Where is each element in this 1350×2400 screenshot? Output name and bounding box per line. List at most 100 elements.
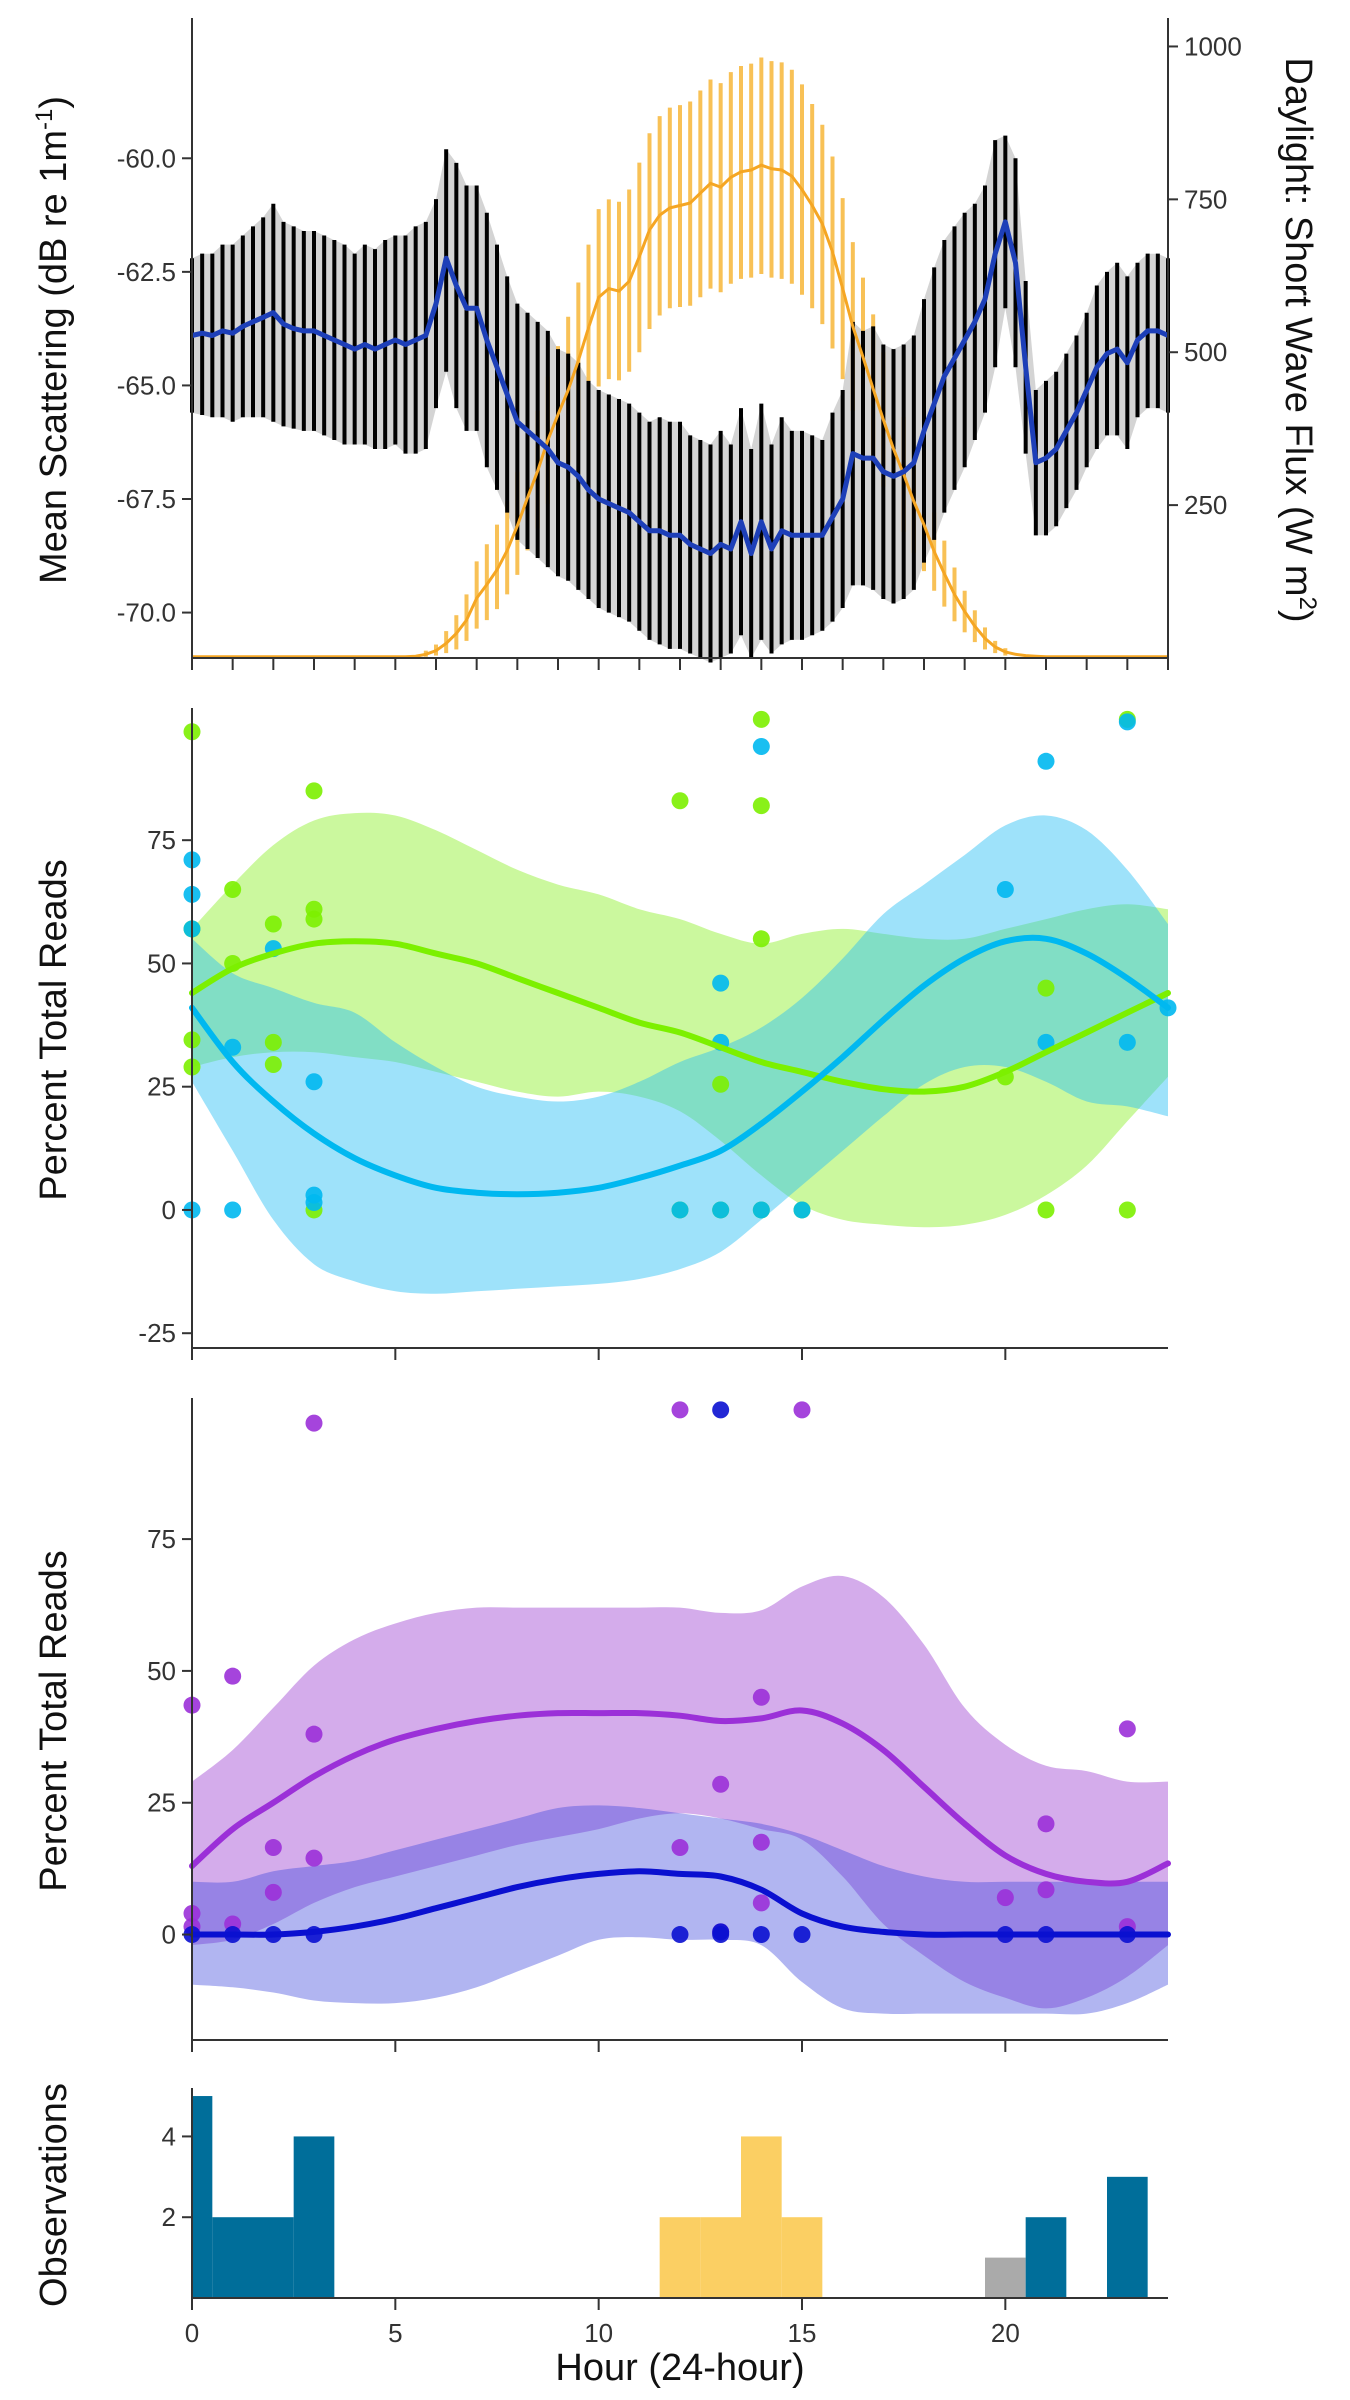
series-1-point — [752, 738, 770, 756]
observation-bar — [293, 2136, 335, 2298]
y-axis-title-text: Percent Total Reads — [33, 859, 75, 1201]
y-tick-label: -62.5 — [117, 257, 176, 287]
series-1-point — [793, 1201, 811, 1219]
series-0-point — [305, 910, 323, 928]
x-tick-label: 20 — [991, 2318, 1020, 2348]
series-0-point — [1118, 1720, 1136, 1738]
series-0-point — [1037, 1201, 1055, 1219]
series-0-line — [189, 1707, 1171, 1887]
scattering-line — [191, 219, 1170, 556]
series-0-confidence-band — [192, 1575, 1168, 2009]
observation-bar — [741, 2136, 782, 2298]
series-1-point — [671, 1201, 689, 1219]
series-0-point — [305, 1414, 323, 1432]
observation-bar — [212, 2217, 253, 2298]
series-0-point — [264, 1839, 282, 1857]
observation-bar — [1025, 2217, 1067, 2298]
scattering-panel: -70.0 -67.5 -65.0 -62.5 -60.0 Mean Scattering… — [31, 18, 1321, 670]
series-0-point — [305, 782, 323, 800]
series-1-point — [224, 1201, 242, 1219]
series-1-point — [1037, 752, 1055, 770]
x-axis-title: Hour (24-hour) — [555, 2347, 804, 2389]
y-tick-label: -65.0 — [117, 370, 176, 400]
y-tick-label: -60.0 — [117, 143, 176, 173]
series-1-point — [712, 1926, 730, 1944]
y2-axis-title-text: Daylight: Short Wave Flux (W m — [1277, 57, 1319, 596]
y-tick-label: 50 — [147, 1656, 176, 1686]
y2-tick-label: 250 — [1184, 490, 1227, 520]
y-axis-title-text: Observations — [33, 2083, 75, 2307]
series-0-point — [671, 1401, 689, 1419]
series-0-point — [752, 930, 770, 948]
series-0-point — [1118, 1201, 1136, 1219]
observation-bar — [1107, 2176, 1148, 2298]
series-0-point — [264, 915, 282, 933]
series-0-point — [752, 1833, 770, 1851]
series-1-point — [752, 1201, 770, 1219]
y-axis-title: Percent Total Reads — [33, 859, 75, 1201]
series-0-point — [305, 1849, 323, 1867]
series-1-confidence-band — [192, 1805, 1168, 2015]
y2-axis-title: Daylight: Short Wave Flux (W m2) — [1277, 57, 1321, 622]
x-tick-label: 10 — [584, 2318, 613, 2348]
observation-bar — [985, 2257, 1026, 2298]
y-axis-title: Observations — [33, 2083, 75, 2307]
x-tick-label: 15 — [788, 2318, 817, 2348]
y-axis-title-superscript: -1 — [31, 109, 58, 130]
daylight-line — [192, 163, 1168, 659]
y2-tick-label: 750 — [1184, 184, 1227, 214]
y-axis-title-close: ) — [33, 96, 75, 109]
series-1-point — [671, 1926, 689, 1944]
y-tick-label: 0 — [162, 1195, 176, 1225]
x-tick-label: 5 — [388, 2318, 402, 2348]
y2-axis-title-close: ) — [1277, 610, 1319, 623]
y2-axis-title-superscript: 2 — [1294, 597, 1321, 610]
series-1-point — [712, 974, 730, 992]
y-axis-title-text: Percent Total Reads — [33, 1550, 75, 1892]
series-1-point — [1118, 713, 1136, 731]
series-0-point — [752, 1894, 770, 1912]
y2-tick-label: 500 — [1184, 337, 1227, 367]
y-tick-label: 25 — [147, 1788, 176, 1818]
observation-bar — [700, 2217, 741, 2298]
series-0-point — [264, 1056, 282, 1074]
y-tick-label: 4 — [162, 2121, 176, 2151]
series-1-point — [712, 1201, 730, 1219]
y-axis-title: Mean Scattering (dB re 1m-1) — [31, 96, 75, 584]
series-0-point — [264, 1033, 282, 1051]
observation-bar — [253, 2217, 294, 2298]
series-1-point — [712, 1401, 730, 1419]
reads-purple-blue-panel: 0 25 50 75 Percent Total Reads — [33, 1398, 1171, 2052]
series-0-point — [1037, 979, 1055, 997]
y-tick-label: 75 — [147, 1524, 176, 1554]
y-tick-label: -25 — [138, 1318, 176, 1348]
x-tick-label: 0 — [185, 2318, 199, 2348]
series-0-point — [224, 880, 242, 898]
series-0-point — [752, 1688, 770, 1706]
series-0-point — [752, 710, 770, 728]
series-1-point — [224, 1038, 242, 1056]
observation-bar — [781, 2217, 823, 2298]
y-axis-title: Percent Total Reads — [33, 1550, 75, 1892]
y-tick-label: 2 — [162, 2202, 176, 2232]
series-1-point — [996, 880, 1014, 898]
observations-panel: 2 4 0 5 10 15 20 Observations Hour (24-hour) — [33, 2083, 1168, 2389]
y-tick-label: 0 — [162, 1920, 176, 1950]
series-1-point — [305, 1073, 323, 1091]
y-axis-title-text: Mean Scattering (dB re 1m — [33, 130, 75, 584]
series-0-point — [996, 1889, 1014, 1907]
series-0-line — [189, 938, 1171, 1095]
y-tick-label: 25 — [147, 1072, 176, 1102]
y2-tick-label: 1000 — [1184, 31, 1242, 61]
y-tick-label: 75 — [147, 825, 176, 855]
series-1-confidence-band — [192, 815, 1168, 1294]
series-0-point — [752, 797, 770, 815]
series-0-point — [264, 1883, 282, 1901]
series-1-point — [752, 1926, 770, 1944]
series-0-point — [793, 1401, 811, 1419]
series-0-point — [712, 1775, 730, 1793]
y-tick-label: 50 — [147, 948, 176, 978]
series-1-point — [793, 1926, 811, 1944]
series-0-point — [671, 792, 689, 810]
